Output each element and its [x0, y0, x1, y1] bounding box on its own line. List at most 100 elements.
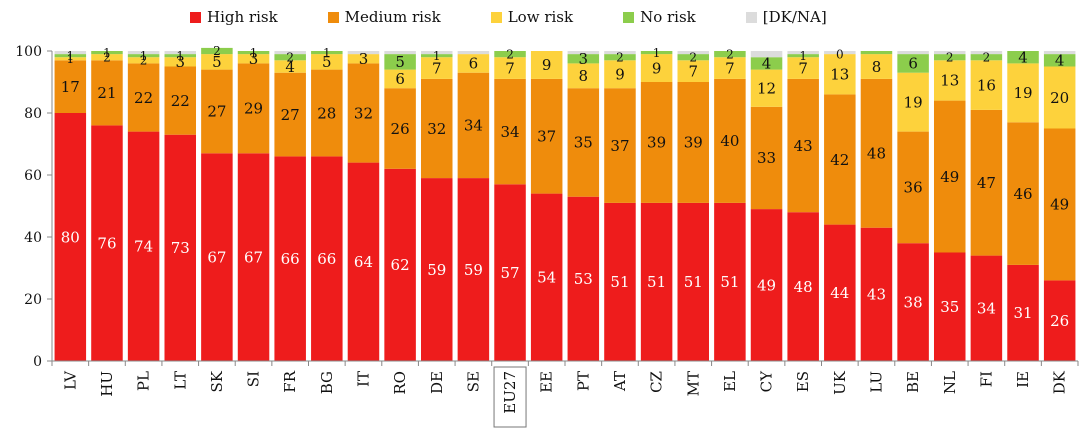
- data-label: 67: [207, 248, 226, 266]
- data-label: 29: [244, 100, 263, 118]
- bar-segment-high-risk-el: [714, 202, 746, 361]
- bar-segment-high-risk-pt: [567, 196, 600, 361]
- data-label: 35: [940, 298, 959, 316]
- x-tick-label-se: SE: [464, 371, 482, 392]
- bar-segment-high-risk-se: [457, 178, 490, 361]
- bar-segment-low-risk-ro: [384, 69, 416, 89]
- legend-swatch: [190, 11, 201, 23]
- bar-segment-medium-risk-pl: [127, 63, 160, 132]
- data-label: 34: [977, 300, 996, 318]
- data-label: 33: [757, 149, 776, 167]
- x-tick-label-ie: IE: [1014, 371, 1032, 388]
- legend-swatch: [327, 11, 339, 23]
- bar-segment-low-risk-ee: [530, 51, 563, 79]
- data-label: 27: [281, 106, 300, 124]
- data-label: 49: [1050, 196, 1069, 214]
- bar-segment-low-risk-lt: [164, 57, 197, 67]
- data-label: 38: [904, 293, 923, 311]
- bar-segment-high-risk-ee: [530, 193, 563, 361]
- data-label: 34: [500, 123, 519, 141]
- bar-segment-medium-risk-uk: [824, 94, 856, 225]
- data-label: 2: [213, 44, 221, 58]
- data-label: 9: [542, 56, 552, 74]
- bar-segment-high-risk-ie: [1007, 264, 1039, 361]
- data-label: 2: [726, 47, 734, 61]
- data-label: 3: [579, 50, 589, 68]
- bar-segment-medium-risk-lv: [54, 60, 87, 113]
- bar-segment-high-risk-mt: [677, 202, 710, 361]
- x-tick-label-fi: FI: [977, 371, 995, 387]
- y-tick-label: 0: [33, 354, 42, 370]
- bar-segment-high-risk-bg: [311, 156, 343, 361]
- data-label: 51: [684, 273, 703, 291]
- bar-segment-dk-na-pl: [127, 51, 160, 55]
- bar-segment-low-risk-se: [457, 54, 490, 73]
- legend-swatch: [623, 11, 635, 23]
- bar-segment-low-risk-pl: [127, 57, 160, 64]
- data-label: 37: [610, 137, 629, 155]
- x-tick-label-lv: LV: [61, 370, 79, 390]
- data-label: 6: [395, 70, 405, 88]
- data-label: 51: [647, 273, 666, 291]
- bar-segment-high-risk-fi: [970, 255, 1003, 361]
- x-tick-label-bg: BG: [318, 371, 336, 394]
- bar-segment-low-risk-hu: [91, 54, 123, 61]
- bars: 8017117621217422217322316727526729316627…: [54, 44, 1076, 362]
- data-label: 51: [610, 273, 629, 291]
- bar-segment-high-risk-de: [420, 178, 453, 361]
- data-label: 7: [725, 59, 735, 77]
- data-label: 2: [506, 47, 514, 61]
- x-tick-label-hu: HU: [98, 371, 116, 397]
- bar-segment-low-risk-mt: [677, 60, 710, 82]
- data-label: 8: [872, 58, 882, 76]
- bar-segment-no-risk-dk: [1043, 54, 1076, 67]
- bar-segment-no-risk-lv: [54, 54, 87, 58]
- data-label: 3: [175, 53, 185, 71]
- bar-segment-no-risk-pt: [567, 54, 600, 64]
- data-label: 3: [249, 50, 259, 68]
- bar-segment-dk-na-se: [457, 51, 490, 55]
- data-label: 27: [207, 103, 226, 121]
- data-label: 47: [977, 174, 996, 192]
- data-label: 32: [427, 120, 446, 138]
- bar-segment-dk-na-pt: [567, 51, 600, 55]
- data-label: 2: [946, 50, 954, 64]
- bar-segment-no-risk-at: [604, 54, 636, 61]
- bar-segment-high-risk-fr: [274, 156, 306, 361]
- data-label: 7: [798, 59, 808, 77]
- data-label: 5: [322, 53, 332, 71]
- data-label: 39: [684, 134, 703, 152]
- data-label: 13: [940, 72, 959, 90]
- data-label: 4: [1055, 52, 1065, 70]
- y-tick-label: 100: [15, 44, 42, 60]
- data-label: 17: [61, 78, 80, 96]
- bar-segment-medium-risk-el: [714, 78, 746, 203]
- bar-segment-low-risk-lu: [860, 54, 893, 79]
- data-label: 12: [757, 79, 776, 97]
- bar-segment-no-risk-mt: [677, 54, 710, 61]
- bar-segment-low-risk-ie: [1007, 63, 1039, 123]
- bar-segment-no-risk-lt: [164, 54, 197, 58]
- bar-segment-low-risk-el: [714, 57, 746, 79]
- bar-segment-low-risk-lv: [54, 57, 87, 61]
- data-label: 0: [836, 47, 844, 61]
- data-label: 1: [250, 46, 258, 60]
- legend-item: [DK/NA]: [745, 8, 827, 26]
- bar-segment-dk-na-be: [897, 51, 929, 55]
- data-label: 59: [427, 261, 446, 279]
- data-label: 43: [867, 286, 886, 304]
- bar-segment-no-risk-el: [714, 51, 746, 58]
- bar-segment-medium-risk-cy: [750, 106, 783, 210]
- x-tick-label-lu: LU: [867, 371, 885, 393]
- data-label: 66: [317, 250, 336, 268]
- data-label: 80: [61, 228, 80, 246]
- bar-segment-medium-risk-lu: [860, 78, 893, 228]
- bar-segment-high-risk-si: [237, 153, 270, 361]
- data-label: 16: [977, 76, 996, 94]
- bar-segment-high-risk-cz: [640, 202, 673, 361]
- data-label: 54: [537, 269, 556, 287]
- data-label: 5: [395, 53, 405, 71]
- bar-segment-medium-risk-sk: [201, 69, 233, 154]
- data-label: 46: [1013, 185, 1032, 203]
